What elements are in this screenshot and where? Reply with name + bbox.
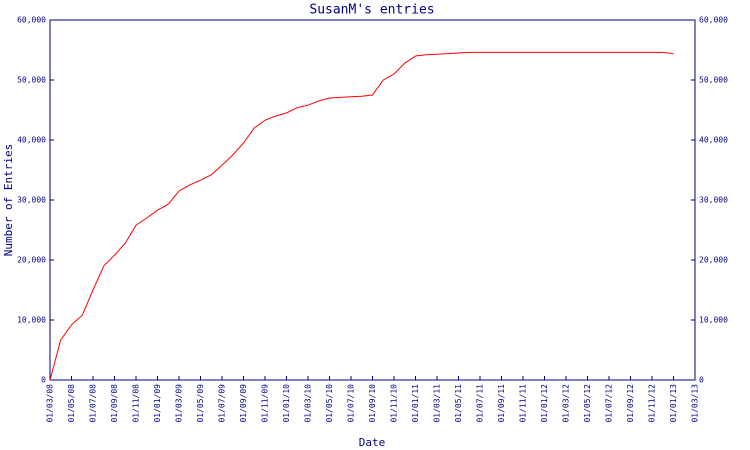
x-tick-label: 01/07/08 xyxy=(89,384,98,423)
x-tick-label: 01/05/12 xyxy=(583,384,592,423)
x-axis-label: Date xyxy=(359,436,386,449)
y2-tick-label: 0 xyxy=(699,376,704,385)
x-tick-label: 01/07/10 xyxy=(347,384,356,423)
x-tick-label: 01/05/09 xyxy=(196,384,205,423)
x-tick-label: 01/03/08 xyxy=(46,384,55,423)
y-tick-label: 20,000 xyxy=(17,256,46,265)
x-tick-label: 01/05/10 xyxy=(325,384,334,423)
x-tick-label: 01/01/09 xyxy=(153,384,162,423)
x-tick-label: 01/03/12 xyxy=(562,384,571,423)
x-tick-label: 01/03/10 xyxy=(304,384,313,423)
x-tick-label: 01/07/11 xyxy=(476,384,485,423)
y2-tick-label: 40,000 xyxy=(699,136,728,145)
x-tick-label: 01/03/11 xyxy=(433,384,442,423)
x-tick-label: 01/05/08 xyxy=(67,384,76,423)
y2-tick-label: 60,000 xyxy=(699,16,728,25)
x-tick-label: 01/11/09 xyxy=(261,384,270,423)
y2-tick-label: 50,000 xyxy=(699,76,728,85)
y-tick-label: 10,000 xyxy=(17,316,46,325)
y-tick-label: 60,000 xyxy=(17,16,46,25)
x-tick-label: 01/09/08 xyxy=(110,384,119,423)
y2-tick-label: 20,000 xyxy=(699,256,728,265)
y-tick-label: 30,000 xyxy=(17,196,46,205)
x-tick-label: 01/09/12 xyxy=(626,384,635,423)
x-tick-label: 01/01/10 xyxy=(282,384,291,423)
y2-tick-label: 10,000 xyxy=(699,316,728,325)
chart-title: SusanM's entries xyxy=(309,3,434,18)
x-tick-label: 01/11/12 xyxy=(648,384,657,423)
x-tick-label: 01/07/12 xyxy=(605,384,614,423)
x-tick-label: 01/09/09 xyxy=(239,384,248,423)
x-tick-label: 01/09/10 xyxy=(368,384,377,423)
y-tick-label: 40,000 xyxy=(17,136,46,145)
x-tick-label: 01/01/12 xyxy=(540,384,549,423)
y-tick-label: 50,000 xyxy=(17,76,46,85)
data-line xyxy=(49,51,674,381)
x-tick-label: 01/09/11 xyxy=(497,384,506,423)
x-tick-label: 01/01/13 xyxy=(669,384,678,423)
y2-tick-label: 30,000 xyxy=(699,196,728,205)
x-tick-label: 01/05/11 xyxy=(454,384,463,423)
x-tick-label: 01/11/11 xyxy=(519,384,528,423)
x-tick-label: 01/01/11 xyxy=(411,384,420,423)
x-tick-label: 01/11/08 xyxy=(132,384,141,423)
x-tick-label: 01/07/09 xyxy=(218,384,227,423)
y-axis-label: Number of Entries xyxy=(2,144,15,257)
x-tick-label: 01/03/13 xyxy=(691,384,700,423)
x-tick-label: 01/03/09 xyxy=(175,384,184,423)
y-tick-label: 0 xyxy=(41,376,46,385)
x-tick-label: 01/11/10 xyxy=(390,384,399,423)
